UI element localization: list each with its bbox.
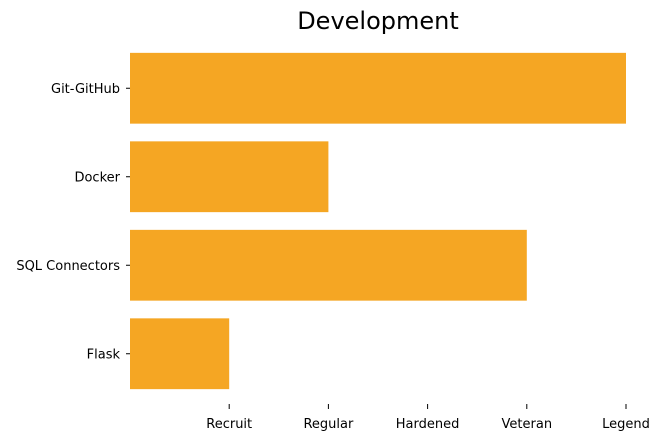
x-tick-label: Veteran [502, 417, 553, 432]
bar-git-github [130, 52, 626, 124]
bar-docker [130, 141, 329, 213]
y-tick-label: Git-GitHub [51, 82, 120, 97]
x-tick-label: Regular [303, 417, 354, 432]
bar-flask [130, 318, 230, 390]
x-tick-label: Recruit [206, 417, 252, 432]
y-tick-label: Flask [87, 347, 121, 362]
x-tick-label: Legend [602, 417, 650, 432]
bars-group [130, 52, 626, 390]
y-tick-label: Docker [74, 170, 120, 185]
bar-sql-connectors [130, 229, 527, 301]
x-axis: Recruit Regular Hardened Veteran Legend [206, 404, 650, 432]
y-axis: Git-GitHub Docker SQL Connectors Flask [16, 82, 130, 362]
chart-title: Development [297, 7, 459, 35]
y-tick-label: SQL Connectors [16, 259, 120, 274]
x-tick-label: Hardened [396, 417, 460, 432]
